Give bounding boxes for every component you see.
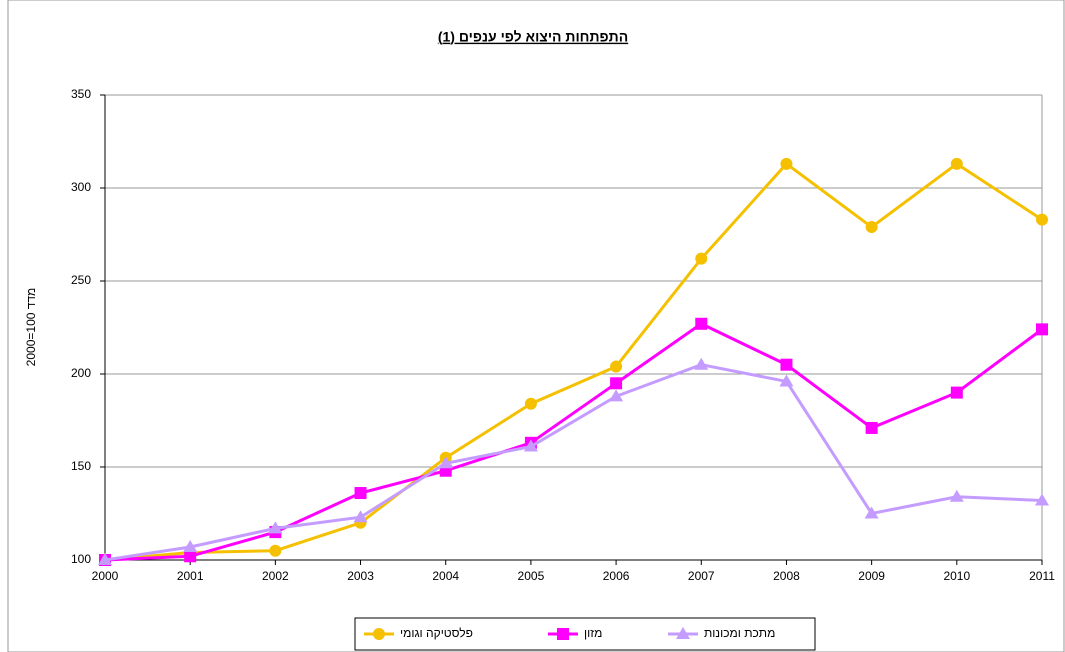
marker (354, 487, 367, 500)
y-tick-label: 150 (71, 459, 91, 473)
marker (676, 627, 690, 639)
chart-frame (7, 0, 1065, 652)
y-axis-label: מדד 100=2000 (24, 288, 38, 367)
marker (949, 489, 964, 502)
marker (610, 360, 623, 373)
marker (779, 374, 794, 387)
x-tick-label: 2003 (347, 569, 374, 583)
marker (269, 544, 282, 557)
marker (609, 389, 624, 402)
marker (1035, 493, 1049, 506)
marker (950, 157, 963, 170)
series-line (104, 363, 1043, 562)
marker (268, 521, 283, 534)
marker (780, 157, 793, 170)
marker (610, 377, 623, 390)
marker (865, 221, 878, 234)
marker (780, 358, 793, 371)
y-tick-label: 100 (71, 552, 91, 566)
x-tick-label: 2006 (603, 569, 630, 583)
series-line (104, 322, 1043, 562)
marker (183, 539, 198, 552)
marker (524, 397, 537, 410)
marker (695, 252, 708, 265)
marker (695, 317, 708, 330)
marker (353, 510, 368, 523)
marker (557, 628, 569, 640)
x-tick-label: 2008 (773, 569, 800, 583)
marker (1036, 323, 1048, 336)
x-tick-label: 2004 (432, 569, 459, 583)
marker (184, 550, 197, 563)
y-tick-label: 300 (71, 180, 91, 194)
x-tick-label: 2007 (688, 569, 715, 583)
marker (864, 506, 879, 519)
legend-label: פלסטיקה וגומי (400, 626, 473, 640)
marker (865, 421, 878, 434)
legend-box (354, 617, 816, 651)
marker (1036, 213, 1048, 226)
marker (98, 553, 112, 565)
legend-label: מזון (584, 626, 602, 640)
x-tick-label: 2010 (943, 569, 970, 583)
y-tick-label: 350 (71, 87, 91, 101)
marker (373, 628, 385, 640)
y-tick-label: 250 (71, 273, 91, 287)
marker (950, 386, 963, 399)
x-tick-label: 2011 (1029, 569, 1055, 583)
marker (438, 456, 453, 469)
marker (523, 439, 538, 452)
y-tick-label: 200 (71, 366, 91, 380)
x-tick-label: 2001 (177, 569, 204, 583)
marker (694, 357, 709, 370)
legend-label: מתכת ומכונות (704, 626, 775, 640)
x-tick-label: 2002 (262, 569, 289, 583)
x-tick-label: 2000 (92, 569, 119, 583)
x-tick-label: 2009 (858, 569, 885, 583)
series-line (104, 161, 1043, 562)
chart-title: התפתחות היצוא לפי ענפים (1) (438, 29, 628, 45)
x-tick-label: 2005 (518, 569, 545, 583)
